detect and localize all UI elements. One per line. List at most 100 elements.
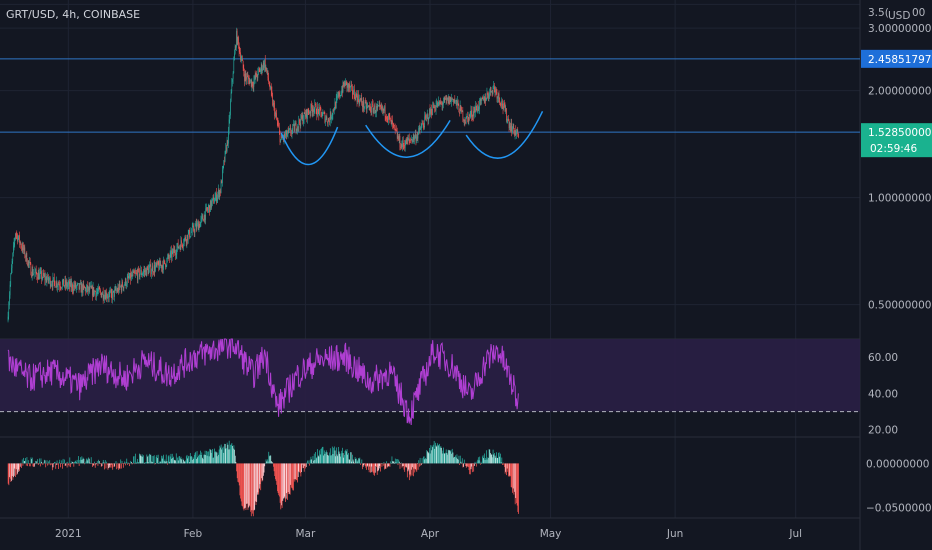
current-price-label: 1.52850000: [868, 127, 931, 139]
histogram-bar: [443, 447, 444, 464]
candle-body: [387, 119, 389, 121]
candle-body: [222, 165, 224, 170]
candle-body: [449, 97, 451, 105]
current-price-tag[interactable]: [861, 123, 932, 158]
histogram-bar: [277, 463, 278, 492]
candle-body: [183, 239, 185, 244]
candle-body: [127, 277, 128, 285]
histogram-bar: [485, 450, 487, 464]
candle-body: [159, 260, 161, 266]
histogram-bar: [72, 461, 73, 464]
resistance-price-tag[interactable]: [861, 49, 932, 68]
histogram-bar: [320, 448, 322, 464]
candle-body: [175, 252, 176, 255]
candle-body: [469, 114, 471, 117]
candle-body: [445, 98, 446, 100]
candle-body: [445, 98, 447, 100]
histogram-bar: [477, 459, 479, 464]
histogram-bar: [241, 463, 243, 506]
candle-body: [238, 43, 240, 52]
histogram-bar: [418, 460, 420, 464]
candle-body: [298, 119, 300, 127]
histogram-bar: [216, 456, 218, 464]
candle-body: [224, 160, 225, 162]
candle-body: [366, 102, 367, 110]
histogram-bar: [76, 462, 77, 464]
histogram-bar: [165, 454, 167, 464]
candle-body: [221, 181, 223, 184]
histogram-bar: [120, 459, 122, 464]
candle-body: [282, 137, 284, 139]
histogram-bar: [458, 455, 460, 464]
candle-body: [136, 272, 138, 274]
histogram-bar: [246, 463, 248, 504]
histogram-bar: [315, 452, 316, 464]
histogram-bar: [293, 463, 294, 491]
candle-body: [154, 264, 156, 272]
histogram-bar: [57, 463, 59, 465]
histogram-bar: [298, 463, 300, 472]
histogram-bar: [137, 462, 139, 464]
histogram-bar: [96, 461, 98, 464]
candle-body: [325, 118, 326, 123]
histogram-bar: [58, 462, 60, 464]
candle-body: [293, 124, 295, 132]
histogram-bar: [18, 463, 20, 470]
candle-body: [428, 118, 430, 121]
histogram-bar: [197, 457, 199, 464]
candle-body: [94, 290, 96, 292]
candle-body: [261, 64, 263, 71]
candle-body: [37, 272, 39, 280]
candle-body: [242, 59, 243, 61]
candle-body: [350, 86, 351, 89]
candle-body: [13, 245, 14, 254]
rsi-line[interactable]: [7, 338, 519, 426]
candle-body: [473, 109, 475, 117]
symbol-title[interactable]: GRT/USD, 4h, COINBASE: [6, 8, 141, 21]
histogram-bar: [278, 463, 280, 496]
candle-body: [244, 73, 245, 82]
histogram-bar: [107, 463, 109, 470]
histogram-bar: [101, 463, 103, 467]
histogram-bar: [148, 455, 150, 464]
histogram-bar: [228, 449, 229, 464]
histogram-bar: [336, 454, 338, 464]
rsi-pane[interactable]: [0, 338, 860, 426]
histogram-bar: [321, 448, 323, 464]
histogram-bar: [103, 462, 105, 464]
candle-body: [303, 119, 304, 124]
histogram-bar: [128, 463, 130, 464]
histogram-bar: [46, 460, 48, 464]
candle-body: [433, 104, 434, 108]
candle-body: [486, 98, 487, 101]
histogram-bar: [482, 455, 484, 464]
price-pane[interactable]: [0, 27, 860, 323]
histogram-bar: [383, 462, 385, 464]
candle-body: [421, 123, 423, 127]
candle-body: [258, 69, 259, 70]
pattern-arc[interactable]: [365, 119, 451, 158]
histogram-bar: [408, 463, 410, 470]
candle-body: [396, 131, 398, 139]
candle-body: [320, 108, 322, 112]
histogram-bar: [195, 451, 197, 464]
candle-body: [105, 292, 107, 300]
histogram-bar: [125, 462, 127, 464]
candle-body: [163, 260, 164, 270]
histogram-bar: [189, 462, 191, 464]
pattern-arc[interactable]: [280, 126, 339, 166]
histogram-bar: [38, 463, 40, 464]
histogram-pane[interactable]: [7, 440, 519, 517]
pattern-arc[interactable]: [465, 110, 544, 159]
candle-body: [25, 253, 27, 258]
candle-body: [157, 261, 158, 265]
histogram-bar: [74, 461, 75, 464]
histogram-bar: [64, 463, 66, 466]
histogram-bar: [390, 461, 392, 464]
candle-body: [28, 260, 30, 264]
histogram-bar: [339, 456, 341, 464]
candle-body: [229, 115, 231, 120]
candle-body: [315, 103, 316, 105]
candle-body: [211, 201, 213, 208]
